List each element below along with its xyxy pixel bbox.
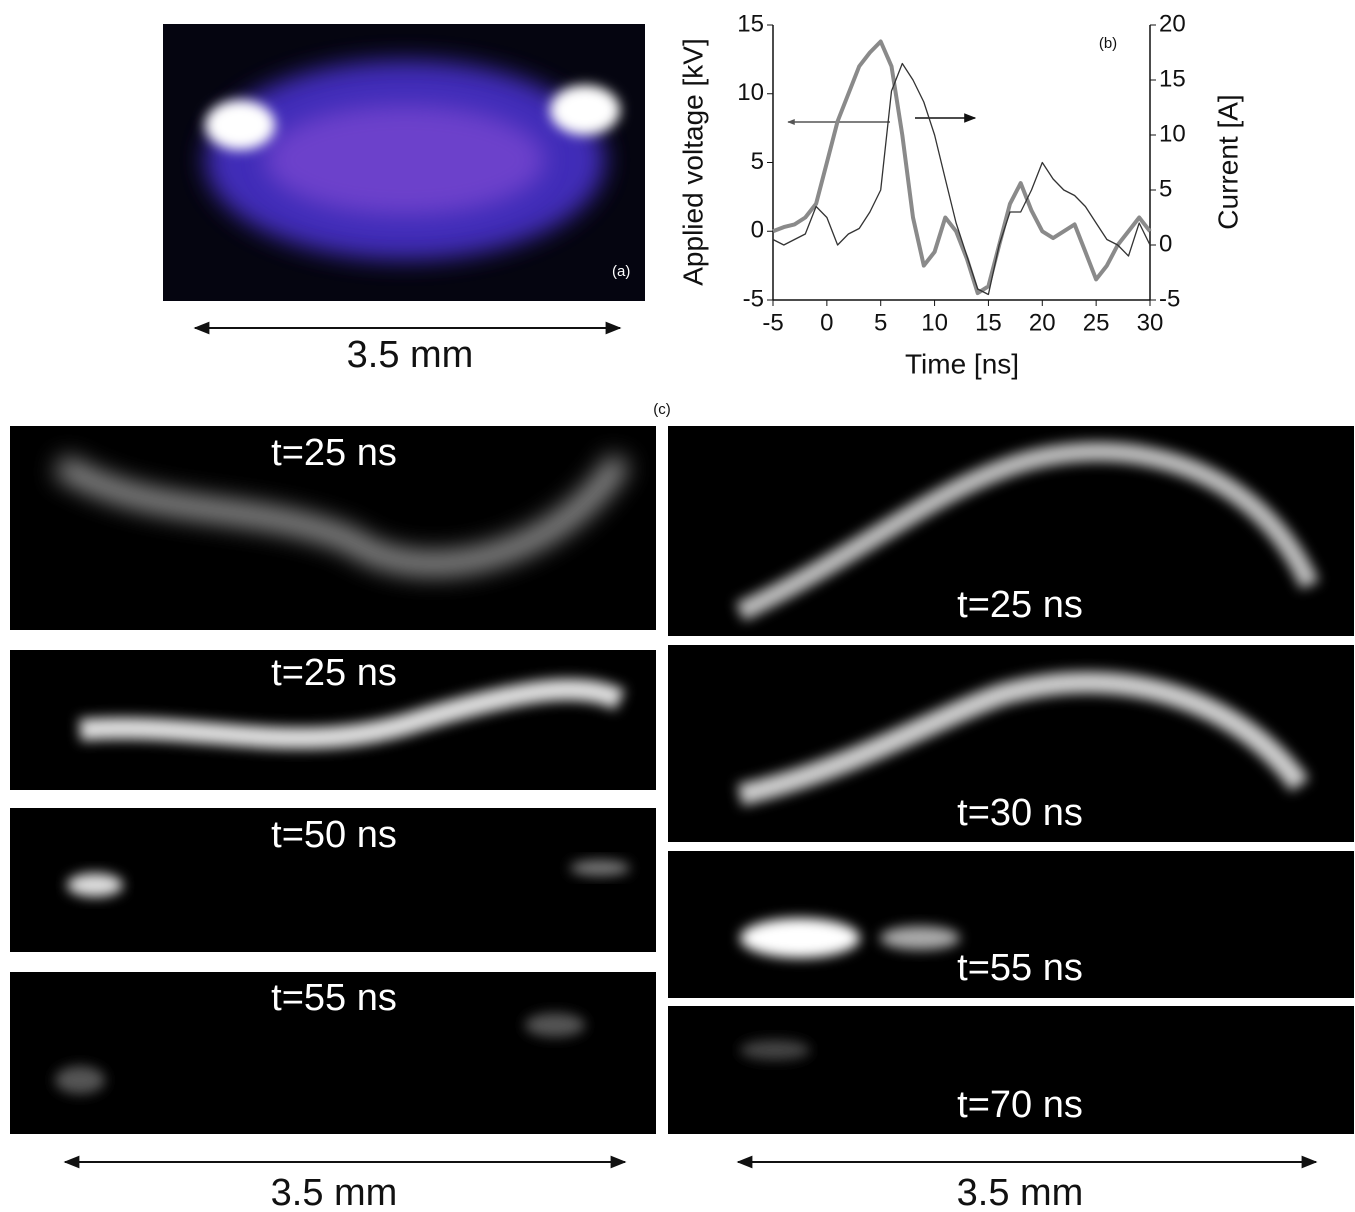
x-tick-label: 30: [1137, 309, 1164, 336]
x-tick-label: -5: [762, 309, 783, 336]
x-tick-label: 15: [975, 309, 1002, 336]
y2-tick-label: 5: [1159, 175, 1172, 202]
panel-label: (c): [653, 401, 671, 418]
y2-axis-title: Current [A]: [1212, 94, 1243, 229]
y-tick-label: 10: [737, 79, 764, 106]
y-tick-label: -5: [743, 285, 764, 312]
panel-label: (b): [1099, 35, 1117, 52]
frame-time-label: t=25 ns: [271, 432, 397, 474]
y-tick-label: 5: [751, 148, 764, 175]
streamer: [740, 918, 860, 958]
panel-label: (a): [612, 263, 630, 280]
frame-time-label: t=55 ns: [957, 947, 1083, 989]
data-line: [772, 62, 1151, 296]
streamer: [570, 860, 630, 876]
y-axis-title: Applied voltage [kV]: [677, 38, 708, 286]
streamer: [55, 1066, 105, 1094]
streamer: [67, 873, 123, 897]
data-line: [772, 39, 1152, 296]
frame-labels: t=25 ns t=25 ns t=50 ns t=55 ns t=25 ns t=30 …: [271, 432, 1083, 1126]
x-tick-label: 5: [874, 309, 887, 336]
frame-time-label: t=25 ns: [957, 584, 1083, 626]
y2-tick-label: -5: [1159, 285, 1180, 312]
y-tick-label: 0: [751, 217, 764, 244]
streamer: [737, 671, 1309, 806]
plasma-core: [265, 105, 545, 215]
panel-c: (c) 3.5 mm 3.5 mm: [10, 401, 1354, 1212]
frame-time-label: t=25 ns: [271, 652, 397, 694]
streamer: [54, 454, 630, 575]
frame-photo: [668, 645, 1354, 842]
x-tick-label: 10: [921, 309, 948, 336]
frame-photo: [10, 972, 656, 1134]
streamer: [740, 1040, 810, 1060]
electrode-glow: [550, 85, 620, 135]
y-tick-label: 15: [737, 10, 764, 37]
y2-tick-label: 10: [1159, 120, 1186, 147]
y2-tick-label: 0: [1159, 230, 1172, 257]
frame-photo: [668, 1006, 1354, 1134]
x-axis-title: Time [ns]: [905, 348, 1019, 379]
scale-label: 3.5 mm: [271, 1172, 398, 1212]
streamer: [525, 1013, 585, 1037]
streamer: [880, 926, 960, 950]
panel-b-chart: (b) Time [ns] Applied voltage [kV] Curre…: [677, 10, 1243, 379]
y2-tick-label: 20: [1159, 10, 1186, 37]
frame-time-label: t=55 ns: [271, 977, 397, 1019]
frame-time-label: t=70 ns: [957, 1084, 1083, 1126]
y2-tick-label: 15: [1159, 65, 1186, 92]
panel-a: (a) 3.5 mm: [163, 24, 645, 376]
frame-time-label: t=50 ns: [271, 814, 397, 856]
x-tick-label: 25: [1083, 309, 1110, 336]
scale-label: 3.5 mm: [957, 1172, 1084, 1212]
streamer: [735, 441, 1320, 622]
scale-label: 3.5 mm: [347, 334, 474, 376]
streamer: [79, 678, 625, 750]
electrode-glow: [205, 100, 275, 150]
x-tick-label: 0: [820, 309, 833, 336]
x-tick-label: 20: [1029, 309, 1056, 336]
frame-time-label: t=30 ns: [957, 792, 1083, 834]
